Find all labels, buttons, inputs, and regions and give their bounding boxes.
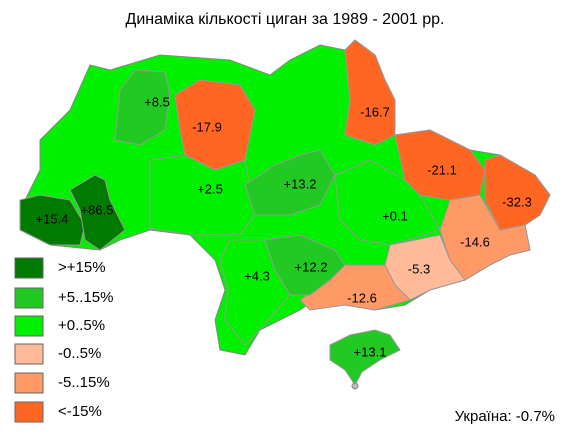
legend-swatch [14, 343, 44, 365]
region-label: +13.2 [284, 176, 317, 191]
region-label: -21.1 [427, 162, 457, 177]
legend-label: >+15% [58, 259, 106, 276]
legend-label: -5..15% [58, 374, 110, 391]
region [484, 154, 551, 231]
region-label: +4.3 [244, 268, 270, 283]
region-label: -12.6 [347, 290, 377, 305]
region [114, 69, 171, 146]
region [264, 234, 346, 296]
region-label: -32.3 [502, 194, 532, 209]
region-label: -16.7 [360, 104, 390, 119]
legend-swatch [14, 401, 44, 423]
marker-dot [351, 382, 359, 390]
region [69, 174, 126, 251]
region-label: +0.1 [382, 208, 408, 223]
legend-swatch [14, 315, 44, 337]
legend-label: +5..15% [58, 289, 113, 306]
legend-label: +0..5% [58, 317, 105, 334]
region-label: -14.6 [460, 234, 490, 249]
region-label: +8.5 [144, 94, 170, 109]
region [19, 194, 86, 246]
region [244, 149, 336, 216]
region [174, 79, 256, 171]
footer: Україна: -0.7% [455, 408, 555, 425]
region-label: -5.3 [408, 261, 430, 276]
region-label: +2.5 [197, 181, 223, 196]
region-label: +15.4 [36, 211, 69, 226]
region-label: +86.5 [81, 202, 114, 217]
legend-label: -0..5% [58, 345, 101, 362]
legend-swatch [14, 372, 44, 394]
region-label: -17.9 [192, 119, 222, 134]
legend-swatch [14, 257, 44, 279]
map-title: Динаміка кількості циган за 1989 - 2001 … [126, 11, 445, 28]
region [439, 194, 531, 281]
region [344, 39, 396, 146]
region-label: +12.2 [295, 259, 328, 274]
legend-swatch [14, 287, 44, 309]
legend-label: <-15% [58, 403, 102, 420]
region [329, 329, 401, 386]
region-label: +13.1 [354, 344, 387, 359]
